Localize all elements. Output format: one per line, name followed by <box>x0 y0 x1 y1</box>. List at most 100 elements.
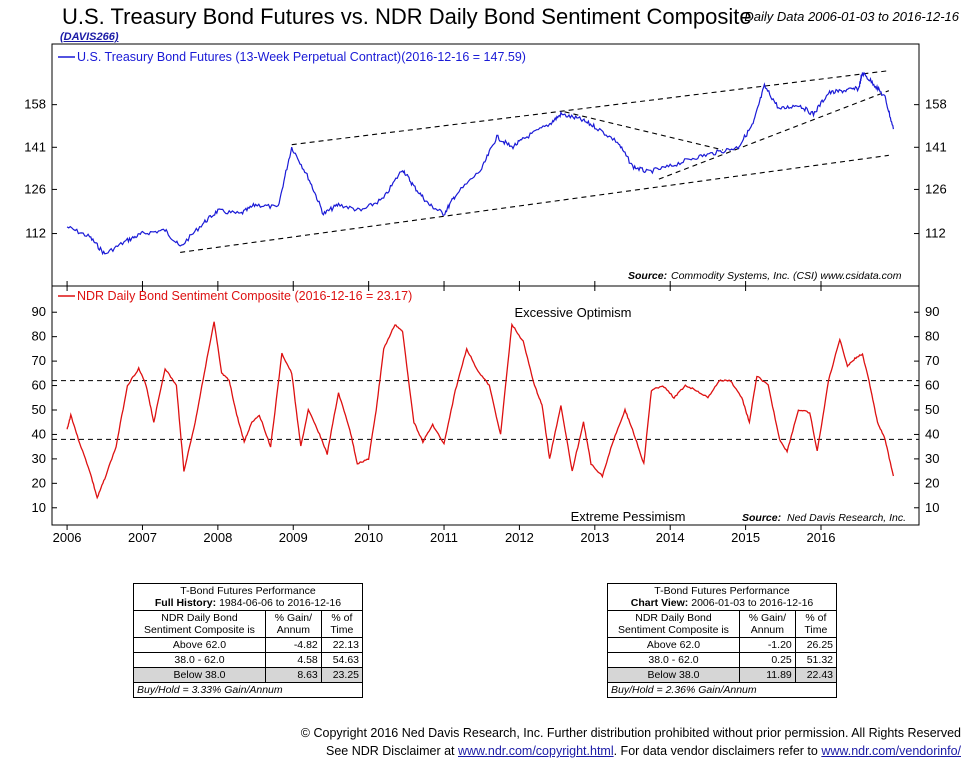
x-tick-label: 2009 <box>279 530 308 545</box>
view-col3-header: % of Time <box>794 610 838 638</box>
upper-tick-label-left: 141 <box>24 139 46 154</box>
full-table-footer: Buy/Hold = 3.33% Gain/Annum <box>133 682 363 698</box>
lower-panel-frame <box>51 285 920 526</box>
lower-tick-label-right: 20 <box>925 475 939 490</box>
disclaimer-link[interactable]: www.ndr.com/copyright.html <box>458 744 614 758</box>
row-time: 51.32 <box>794 652 838 668</box>
row-gain: 11.89 <box>739 667 796 683</box>
row-time: 23.25 <box>320 667 364 683</box>
full-col2-header: % Gain/ Annum <box>265 610 322 638</box>
lower-legend-label: NDR Daily Bond Sentiment Composite (2016… <box>77 289 412 303</box>
date-range: Daily Data 2006-01-03 to 2016-12-16 <box>744 9 959 24</box>
lower-tick-label-left: 60 <box>32 378 46 393</box>
x-tick-label: 2010 <box>354 530 383 545</box>
table-row: 38.0 - 62.0 4.58 54.63 <box>133 652 364 668</box>
row-label: Above 62.0 <box>133 637 266 653</box>
row-time: 54.63 <box>320 652 364 668</box>
lower-tick-label-right: 90 <box>925 304 939 319</box>
x-tick-label: 2015 <box>731 530 760 545</box>
row-time: 26.25 <box>794 637 838 653</box>
view-table-subtitle-value: 2006-01-03 to 2016-12-16 <box>691 597 814 609</box>
x-tick-label: 2014 <box>656 530 685 545</box>
lower-tick-label-left: 10 <box>32 500 46 515</box>
row-gain: -4.82 <box>265 637 322 653</box>
lower-tick-label-right: 50 <box>925 402 939 417</box>
upper-source: Commodity Systems, Inc. (CSI) www.csidat… <box>671 270 902 282</box>
full-col1-header: NDR Daily Bond Sentiment Composite is <box>133 610 266 638</box>
lower-tick-label-left: 80 <box>32 329 46 344</box>
vendor-prefix: . For data vendor disclaimers refer to <box>613 744 818 758</box>
x-tick-label: 2008 <box>203 530 232 545</box>
upper-source-label: Source: <box>628 270 667 282</box>
footer: © Copyright 2016 Ned Davis Research, Inc… <box>301 724 961 760</box>
upper-legend-label: U.S. Treasury Bond Futures (13-Week Perp… <box>77 50 526 64</box>
lower-tick-label-left: 40 <box>32 426 46 441</box>
lower-tick-label-left: 30 <box>32 451 46 466</box>
view-table-title: T-Bond Futures Performance <box>654 585 790 597</box>
chart-code-link[interactable]: (DAVIS266) <box>60 31 119 43</box>
x-tick-label: 2006 <box>53 530 82 545</box>
lower-source-label: Source: <box>742 512 781 524</box>
row-time: 22.43 <box>794 667 838 683</box>
full-table-subtitle-label: Full History: <box>154 597 217 609</box>
trendline <box>180 154 889 253</box>
row-label: Below 38.0 <box>133 667 266 683</box>
view-col1-header: NDR Daily Bond Sentiment Composite is <box>607 610 740 638</box>
trendline <box>564 111 724 151</box>
lower-tick-label-right: 40 <box>925 426 939 441</box>
x-tick-label: 2011 <box>430 530 458 545</box>
lower-tick-label-right: 30 <box>925 451 939 466</box>
full-table-subtitle-value: 1984-06-06 to 2016-12-16 <box>219 597 342 609</box>
table-row: Above 62.0 -4.82 22.13 <box>133 637 364 653</box>
chart-view-table: T-Bond Futures Performance Chart View: 2… <box>607 583 838 698</box>
upper-tick-label-right: 126 <box>925 181 947 196</box>
full-col3-header: % of Time <box>320 610 364 638</box>
row-label: Below 38.0 <box>607 667 740 683</box>
lower-tick-label-right: 60 <box>925 378 939 393</box>
lower-tick-label-left: 50 <box>32 402 46 417</box>
row-label: 38.0 - 62.0 <box>607 652 740 668</box>
lower-source: Ned Davis Research, Inc. <box>787 512 906 524</box>
bond-futures-line <box>66 71 894 256</box>
table-row: Above 62.0 -1.20 26.25 <box>607 637 838 653</box>
upper-panel-frame <box>51 43 920 287</box>
upper-tick-label-left: 158 <box>24 97 46 112</box>
vendor-link[interactable]: www.ndr.com/vendorinfo/ <box>821 744 961 758</box>
lower-tick-label-left: 70 <box>32 353 46 368</box>
row-gain: -1.20 <box>739 637 796 653</box>
trendline <box>658 90 890 180</box>
row-time: 22.13 <box>320 637 364 653</box>
lower-tick-label-right: 80 <box>925 329 939 344</box>
label-extreme-pessimism: Extreme Pessimism <box>571 509 686 524</box>
table-row: Below 38.0 8.63 23.25 <box>133 667 364 683</box>
row-gain: 4.58 <box>265 652 322 668</box>
sentiment-line <box>66 321 895 500</box>
lower-tick-label-left: 90 <box>32 304 46 319</box>
disclaimer-prefix: See NDR Disclaimer at <box>326 744 455 758</box>
upper-tick-label-right: 141 <box>925 139 947 154</box>
lower-tick-label-right: 10 <box>925 500 939 515</box>
chart-title: U.S. Treasury Bond Futures vs. NDR Daily… <box>62 4 752 29</box>
row-label: 38.0 - 62.0 <box>133 652 266 668</box>
lower-tick-label-right: 70 <box>925 353 939 368</box>
table-row: Below 38.0 11.89 22.43 <box>607 667 838 683</box>
label-excessive-optimism: Excessive Optimism <box>514 305 631 320</box>
view-col2-header: % Gain/ Annum <box>739 610 796 638</box>
full-table-title: T-Bond Futures Performance <box>180 585 316 597</box>
x-tick-label: 2016 <box>807 530 836 545</box>
view-table-subtitle-label: Chart View: <box>630 597 689 609</box>
x-tick-label: 2013 <box>580 530 609 545</box>
view-table-footer: Buy/Hold = 2.36% Gain/Annum <box>607 682 837 698</box>
x-tick-label: 2007 <box>128 530 157 545</box>
lower-tick-label-left: 20 <box>32 475 46 490</box>
full-history-table: T-Bond Futures Performance Full History:… <box>133 583 364 698</box>
upper-tick-label-left: 126 <box>24 181 46 196</box>
upper-tick-label-right: 112 <box>925 226 946 241</box>
copyright-text: © Copyright 2016 Ned Davis Research, Inc… <box>300 726 961 740</box>
upper-tick-label-left: 112 <box>25 226 46 241</box>
row-gain: 8.63 <box>265 667 322 683</box>
table-row: 38.0 - 62.0 0.25 51.32 <box>607 652 838 668</box>
upper-tick-label-right: 158 <box>925 97 947 112</box>
trendline <box>291 70 889 146</box>
